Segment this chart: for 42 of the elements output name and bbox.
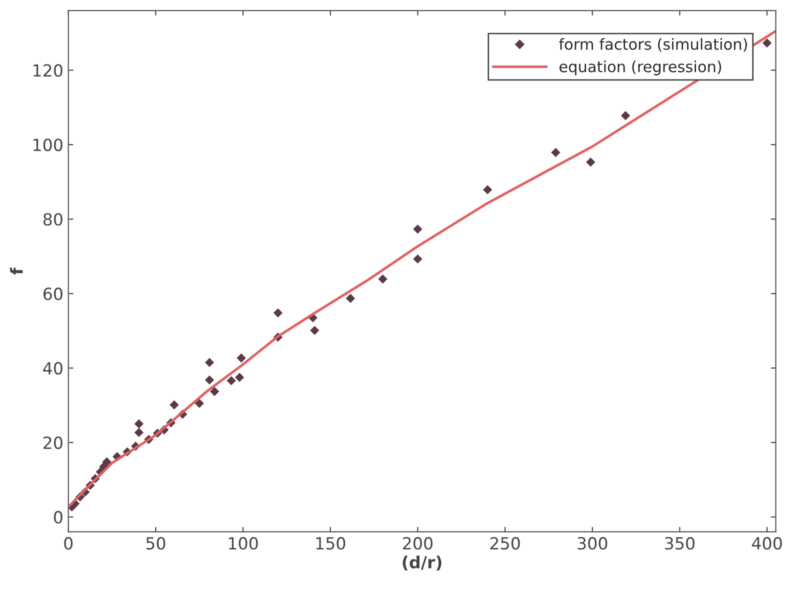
point	[210, 386, 220, 396]
y-tick-label: 20	[44, 436, 62, 450]
point	[204, 375, 214, 385]
point	[134, 428, 144, 438]
point	[236, 353, 246, 363]
y-tick-label: 40	[43, 362, 62, 375]
y-axis-title: f	[10, 267, 23, 275]
point	[102, 457, 112, 466]
point	[273, 308, 283, 318]
x-tick-label: 350	[665, 537, 695, 550]
x-tick-label: 100	[228, 537, 258, 550]
point	[378, 274, 388, 284]
point	[413, 224, 422, 234]
legend-label: equation (regression)	[560, 60, 722, 76]
y-tick-label: 80	[43, 213, 62, 226]
legend-label: form factors (simulation)	[559, 38, 747, 52]
x-tick-label: 200	[403, 537, 433, 550]
x-tick-label: 300	[578, 537, 608, 550]
y-tick-label: 60	[43, 288, 62, 300]
point	[170, 400, 179, 410]
point	[310, 326, 320, 336]
point	[413, 254, 422, 264]
x-tick-label: 50	[146, 537, 166, 550]
point	[226, 376, 236, 386]
point	[586, 158, 596, 167]
y-tick-label: 100	[34, 138, 62, 152]
point	[762, 38, 772, 48]
point	[134, 419, 144, 428]
x-tick-label: 400	[752, 537, 782, 550]
x-tick-label: 250	[490, 537, 520, 550]
x-tick-label: 150	[316, 537, 346, 550]
point	[620, 110, 630, 120]
point	[204, 358, 214, 368]
x-tick-label: 0	[64, 537, 73, 550]
x-axis-title: (d/r)	[402, 556, 442, 570]
point	[194, 398, 204, 408]
point	[346, 294, 356, 304]
point	[482, 185, 492, 194]
point	[234, 372, 244, 382]
point	[551, 148, 560, 158]
y-tick-label: 120	[34, 64, 62, 77]
y-tick-label: 0	[54, 510, 62, 524]
